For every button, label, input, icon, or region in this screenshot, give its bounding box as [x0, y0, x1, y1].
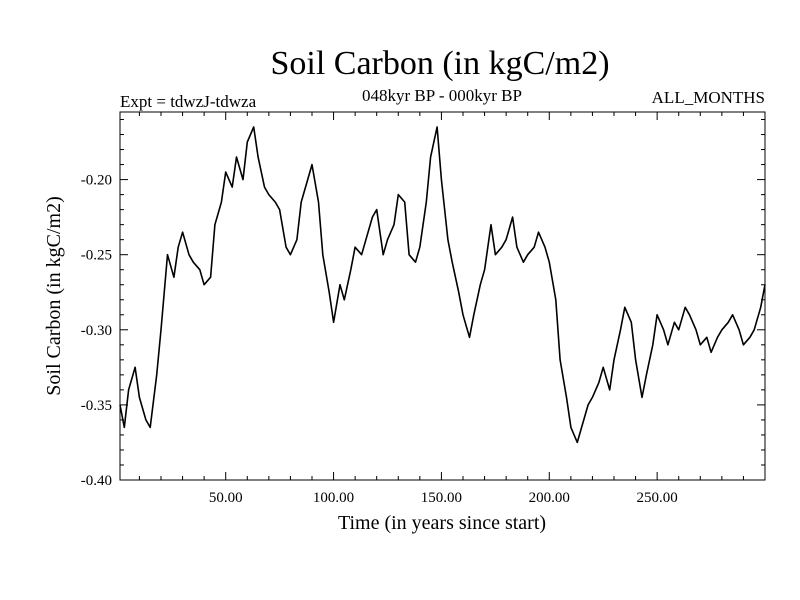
months-label: ALL_MONTHS	[652, 88, 765, 107]
y-tick-label: -0.35	[81, 398, 112, 414]
x-tick-label: 250.00	[637, 490, 678, 506]
x-tick-label: 50.00	[209, 490, 243, 506]
x-tick-label: 200.00	[529, 490, 570, 506]
y-axis-label: Soil Carbon (in kgC/m2)	[43, 196, 65, 395]
y-tick-label: -0.20	[81, 173, 112, 189]
minor-ticks	[120, 112, 765, 480]
series-line	[119, 126, 766, 444]
y-tick-label: -0.40	[81, 473, 112, 489]
experiment-label: Expt = tdwzJ-tdwza	[120, 92, 257, 111]
y-axis-ticks: -0.40 -0.35 -0.30 -0.25 -0.20	[81, 173, 765, 489]
chart-subtitle: 048kyr BP - 000kyr BP	[362, 86, 522, 105]
chart-title: Soil Carbon (in kgC/m2)	[270, 45, 609, 82]
x-axis-label: Time (in years since start)	[338, 512, 546, 534]
y-tick-label: -0.25	[81, 248, 112, 264]
x-axis-ticks: 50.00 100.00 150.00 200.00 250.00	[209, 112, 678, 506]
y-tick-label: -0.30	[81, 323, 112, 339]
plot-frame	[119, 111, 766, 481]
x-tick-label: 100.00	[313, 490, 354, 506]
x-tick-label: 150.00	[421, 490, 462, 506]
